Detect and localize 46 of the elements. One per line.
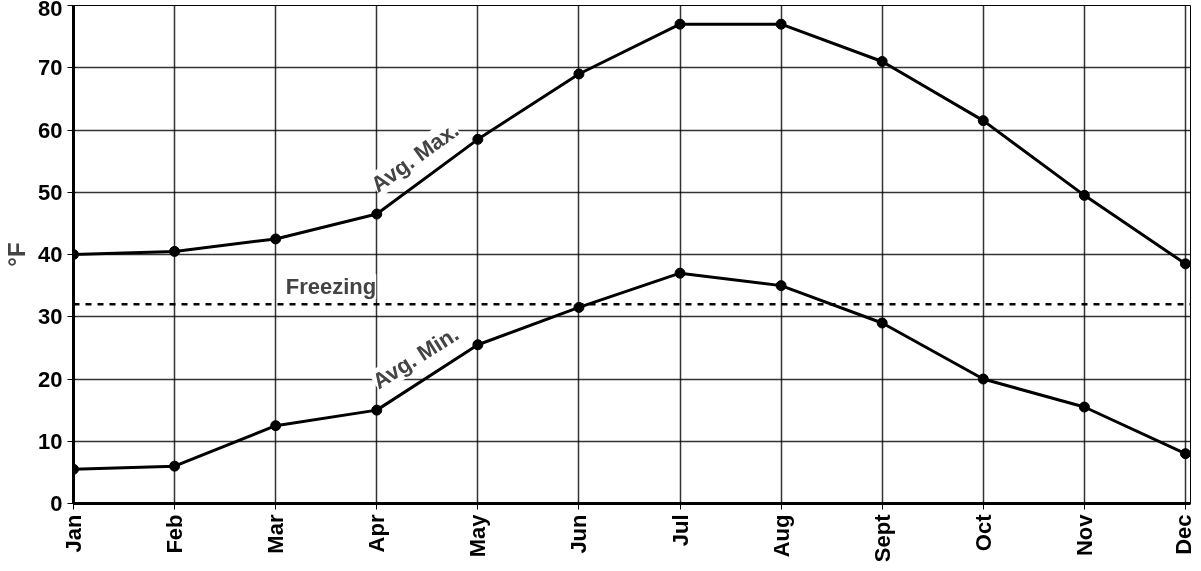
point [169, 460, 181, 472]
text: Avg. Max. [366, 117, 464, 198]
text: Avg. Min. [367, 321, 464, 395]
y-axis-title: °F [3, 242, 31, 267]
x-tick-label: Feb [162, 514, 188, 554]
y-tick-label: 60 [38, 117, 63, 143]
y-tick-label: 0 [50, 491, 63, 516]
point [472, 339, 484, 351]
point [876, 56, 888, 68]
point [472, 133, 484, 145]
point [270, 420, 282, 432]
point [371, 208, 383, 220]
y-tick-label: 10 [38, 428, 63, 454]
point [876, 317, 888, 329]
point [674, 18, 686, 30]
y-tick-label: 40 [38, 242, 63, 267]
x-tick-label: Nov [1071, 513, 1097, 557]
x-tick-label: Jun [566, 514, 592, 554]
ref-line-label: Freezing [285, 274, 377, 300]
point [371, 404, 383, 416]
point [270, 233, 282, 245]
x-tick-label: Sept [869, 513, 895, 563]
point [775, 18, 787, 30]
point [775, 280, 787, 292]
x-tick-label: Jul [667, 514, 693, 547]
y-tick-label: 70 [38, 55, 63, 81]
point [1179, 258, 1191, 270]
y-tick-label: 80 [38, 0, 63, 21]
point [977, 115, 989, 127]
point [977, 373, 989, 385]
x-tick-label: Aug [768, 514, 794, 558]
x-tick-label: Mar [263, 514, 289, 554]
x-tick-label: Dec [1170, 514, 1196, 555]
point [1078, 189, 1090, 201]
point [1179, 448, 1191, 460]
point [573, 68, 585, 80]
point [1078, 401, 1090, 413]
x-tick-label: Oct [970, 513, 996, 552]
y-tick-label: 50 [38, 179, 63, 205]
x-tick-label: May [465, 513, 491, 558]
x-tick-label: Jan [61, 514, 86, 553]
x-tick-label: Apr [364, 514, 390, 553]
y-tick-label: 30 [38, 304, 63, 330]
point [169, 245, 181, 257]
y-tick-label: 20 [38, 366, 63, 392]
point [674, 267, 686, 279]
